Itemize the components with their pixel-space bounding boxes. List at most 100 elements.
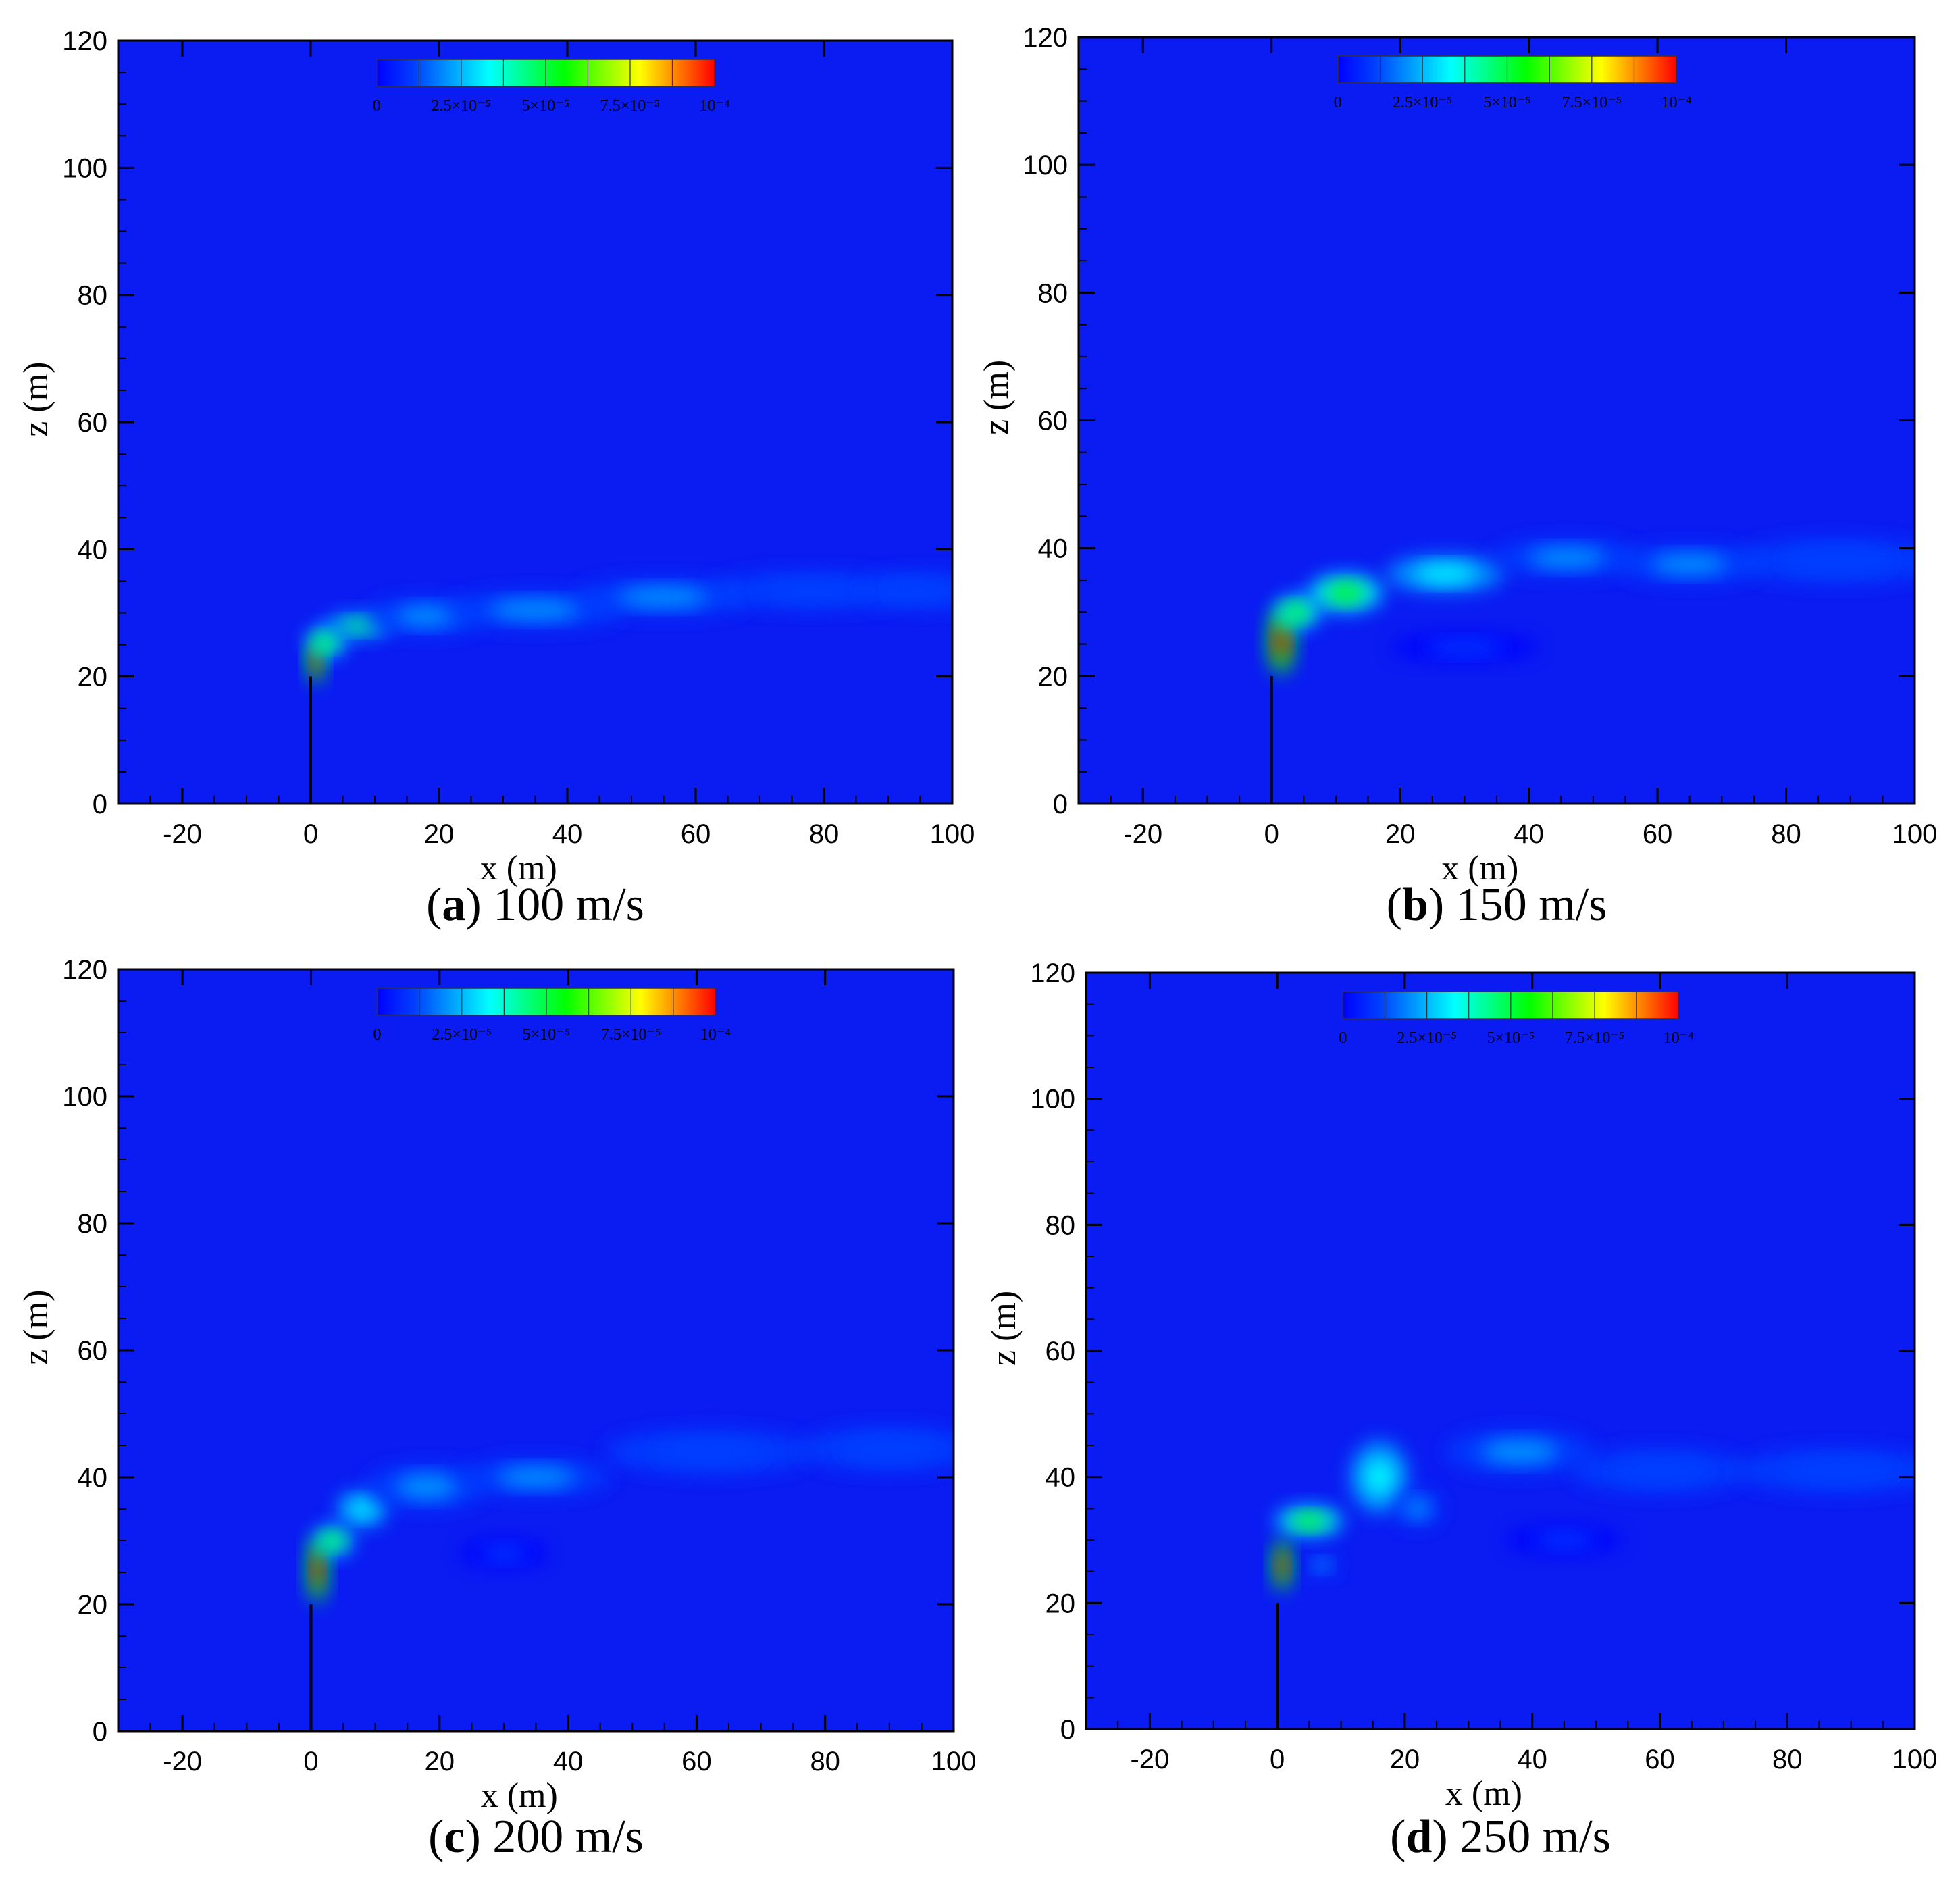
y-axis-label: z (m) <box>17 1290 55 1365</box>
plume-core <box>1326 583 1365 603</box>
caption-text: 250 m/s <box>1460 1811 1611 1863</box>
y-tick-label: 60 <box>78 1336 108 1366</box>
colorbar-tick-label: 10⁻⁴ <box>1661 94 1692 111</box>
colorbar-tick-label: 5×10⁻⁵ <box>523 1026 571 1044</box>
x-axis-label: x (m) <box>480 849 557 888</box>
y-axis-label: z (m) <box>977 360 1016 435</box>
colorbar-tick-label: 0 <box>1334 94 1342 111</box>
x-tick-label: 20 <box>425 1747 455 1776</box>
plume-core <box>1414 564 1476 584</box>
plume-core <box>1783 549 1892 573</box>
y-tick-label: 100 <box>1023 151 1068 180</box>
x-tick-label: 20 <box>1390 1745 1420 1774</box>
plume-core <box>341 619 376 633</box>
colorbar-tick-label: 7.5×10⁻⁵ <box>1562 94 1622 111</box>
y-tick-label: 60 <box>1046 1337 1076 1366</box>
x-tick-label: 20 <box>424 819 455 849</box>
y-tick-label: 100 <box>62 153 107 183</box>
x-tick-label: 100 <box>1892 1745 1938 1774</box>
plume-core <box>317 634 336 650</box>
plume-core <box>311 1551 323 1587</box>
x-axis-label: x (m) <box>481 1776 558 1815</box>
y-tick-label: 120 <box>62 26 107 56</box>
plume-core <box>1651 555 1728 574</box>
colorbar-tick-label: 7.5×10⁻⁵ <box>600 97 661 115</box>
contour-field <box>1086 973 1915 1729</box>
plume-core <box>311 649 321 673</box>
colorbar-tick-label: 2.5×10⁻⁵ <box>1393 94 1453 111</box>
x-tick-label: 60 <box>1645 1745 1675 1774</box>
contour-field <box>118 969 954 1731</box>
panel-b: -20 0 20 40 60 80 100 0 20 40 60 80 100 120 x (m) z (m)… <box>977 23 1938 888</box>
plume-core <box>1364 1458 1395 1496</box>
plume-core <box>324 1533 344 1549</box>
colorbar-tick-label: 5×10⁻⁵ <box>522 97 570 115</box>
caption-b: (b) 150 m/s <box>1386 879 1607 931</box>
caption-letter: a <box>442 879 466 931</box>
y-tick-label: 20 <box>1038 662 1068 692</box>
x-tick-label: 60 <box>1643 819 1673 849</box>
plume-core <box>1533 1532 1595 1548</box>
colorbar-tick-label: 2.5×10⁻⁵ <box>432 1026 492 1044</box>
y-axis-label: z (m) <box>17 362 55 437</box>
y-tick-label: 80 <box>1046 1210 1076 1240</box>
plume-core <box>843 1437 936 1460</box>
y-tick-label: 0 <box>1060 1715 1075 1745</box>
x-tick-label: 40 <box>553 1747 584 1776</box>
plume-core <box>396 1475 458 1499</box>
caption-text: 200 m/s <box>492 1811 644 1863</box>
y-tick-label: 40 <box>1038 534 1068 564</box>
x-tick-label: 100 <box>931 1747 977 1776</box>
y-tick-label: 60 <box>1038 407 1068 436</box>
x-tick-label: 80 <box>809 819 840 849</box>
plume-core <box>349 1499 376 1519</box>
x-axis-label: x (m) <box>1441 849 1518 888</box>
colorbar-tick-label: 7.5×10⁻⁵ <box>601 1026 661 1044</box>
x-tick-label: -20 <box>163 819 202 849</box>
caption-text: 100 m/s <box>493 879 644 931</box>
plume-core <box>1426 639 1503 655</box>
colorbar-tick-label: 7.5×10⁻⁵ <box>1565 1029 1625 1047</box>
y-tick-label: 40 <box>78 1463 108 1493</box>
y-tick-label: 20 <box>78 663 108 692</box>
panel-a: -20 0 20 40 60 80 100 0 20 40 60 80 100 120 x (m) z (m)… <box>17 26 975 888</box>
caption-a: (a) 100 m/s <box>426 879 644 931</box>
x-tick-label: 0 <box>1270 1745 1285 1774</box>
plume-core <box>1285 603 1309 621</box>
x-tick-label: 0 <box>303 819 318 849</box>
x-tick-label: 80 <box>1771 819 1801 849</box>
colorbar-tick-label: 0 <box>1339 1029 1347 1047</box>
panel-c: -20 0 20 40 60 80 100 0 20 40 60 80 100 120 x (m) z (m)… <box>17 955 977 1815</box>
y-tick-label: 0 <box>1053 790 1068 819</box>
plume-core <box>480 1545 527 1562</box>
x-tick-label: 20 <box>1385 819 1416 849</box>
x-tick-label: 100 <box>1892 819 1938 849</box>
plume-core <box>1528 548 1606 568</box>
caption-letter: c <box>444 1811 465 1863</box>
y-tick-label: 100 <box>62 1082 107 1112</box>
plume-core <box>1314 1559 1330 1571</box>
colorbar-tick-label: 0 <box>373 97 381 115</box>
plume-core <box>489 600 582 619</box>
y-tick-label: 80 <box>78 1209 108 1239</box>
colorbar-tick-label: 10⁻⁴ <box>700 97 730 115</box>
caption-letter: d <box>1405 1811 1433 1863</box>
x-tick-label: 60 <box>681 1747 712 1776</box>
plume-core <box>1277 1551 1288 1579</box>
y-tick-label: 80 <box>1038 278 1068 308</box>
x-tick-label: -20 <box>163 1747 202 1776</box>
x-tick-label: 60 <box>681 819 711 849</box>
y-tick-label: 120 <box>1030 958 1075 988</box>
plume-core <box>617 587 710 607</box>
x-tick-label: 80 <box>810 1747 840 1776</box>
y-tick-label: 20 <box>78 1590 108 1620</box>
y-tick-label: 20 <box>1046 1589 1076 1618</box>
contour-field <box>1079 37 1915 804</box>
colorbar-tick-label: 2.5×10⁻⁵ <box>432 97 492 115</box>
plume-core <box>395 607 457 626</box>
y-tick-label: 100 <box>1030 1085 1075 1114</box>
colorbar-tick-label: 10⁻⁴ <box>1664 1029 1694 1047</box>
plume-core <box>655 1440 764 1464</box>
plume-core <box>497 1467 575 1487</box>
